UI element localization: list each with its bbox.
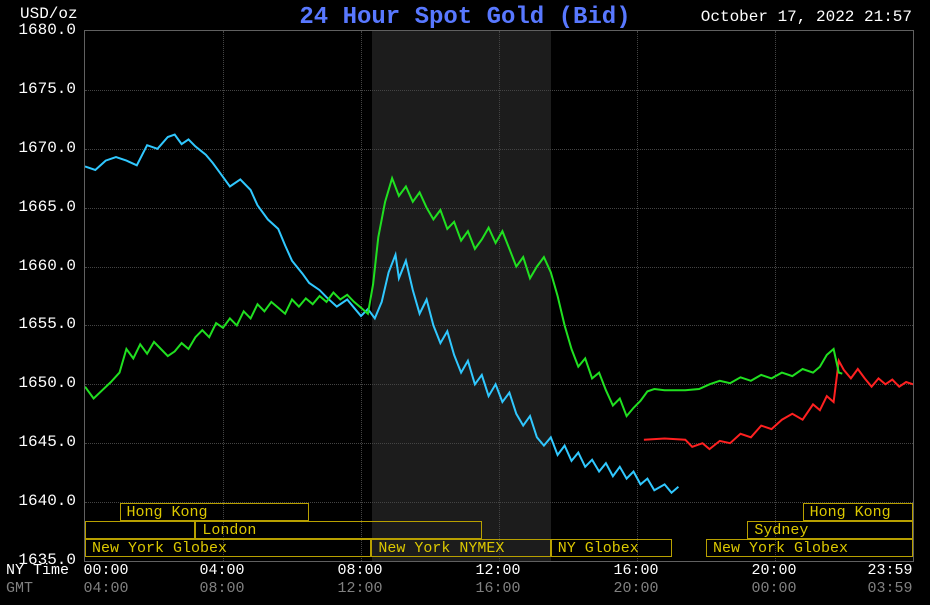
market-session-box: New York NYMEX (371, 539, 550, 557)
y-tick-label: 1670.0 (18, 139, 76, 157)
series-line (85, 178, 842, 416)
gmt-row-label: GMT (6, 580, 33, 597)
market-session-box: New York Globex (85, 539, 371, 557)
nytime-tick-label: 23:59 (867, 562, 912, 579)
y-tick-label: 1650.0 (18, 374, 76, 392)
nytime-tick-label: 16:00 (613, 562, 658, 579)
y-tick-label: 1645.0 (18, 433, 76, 451)
market-session-box: Sydney (747, 521, 913, 539)
market-session-box (85, 521, 195, 539)
y-tick-label: 1660.0 (18, 257, 76, 275)
gmt-tick-label: 04:00 (83, 580, 128, 597)
market-session-box: Hong Kong (803, 503, 913, 521)
gmt-tick-label: 03:59 (867, 580, 912, 597)
plot-area: Hong KongHong KongLondonSydneyNew York G… (84, 30, 914, 562)
nytime-row-label: NY Time (6, 562, 69, 579)
market-session-box: New York Globex (706, 539, 913, 557)
y-tick-label: 1665.0 (18, 198, 76, 216)
price-lines (85, 31, 913, 561)
nytime-tick-label: 00:00 (83, 562, 128, 579)
y-tick-label: 1640.0 (18, 492, 76, 510)
gmt-tick-label: 12:00 (337, 580, 382, 597)
y-tick-label: 1675.0 (18, 80, 76, 98)
gmt-tick-label: 00:00 (751, 580, 796, 597)
gmt-tick-label: 08:00 (199, 580, 244, 597)
market-session-box: Hong Kong (120, 503, 310, 521)
spot-gold-chart: USD/oz 24 Hour Spot Gold (Bid) October 1… (0, 0, 930, 605)
gmt-tick-label: 20:00 (613, 580, 658, 597)
nytime-tick-label: 20:00 (751, 562, 796, 579)
y-tick-label: 1655.0 (18, 315, 76, 333)
nytime-tick-label: 12:00 (475, 562, 520, 579)
y-tick-label: 1680.0 (18, 21, 76, 39)
y-axis-labels: 1635.01640.01645.01650.01655.01660.01665… (0, 30, 80, 560)
chart-timestamp: October 17, 2022 21:57 (701, 8, 912, 26)
market-session-box: NY Globex (551, 539, 672, 557)
nytime-tick-label: 08:00 (337, 562, 382, 579)
nytime-tick-label: 04:00 (199, 562, 244, 579)
series-line (85, 135, 678, 493)
market-session-box: London (195, 521, 481, 539)
gmt-tick-label: 16:00 (475, 580, 520, 597)
